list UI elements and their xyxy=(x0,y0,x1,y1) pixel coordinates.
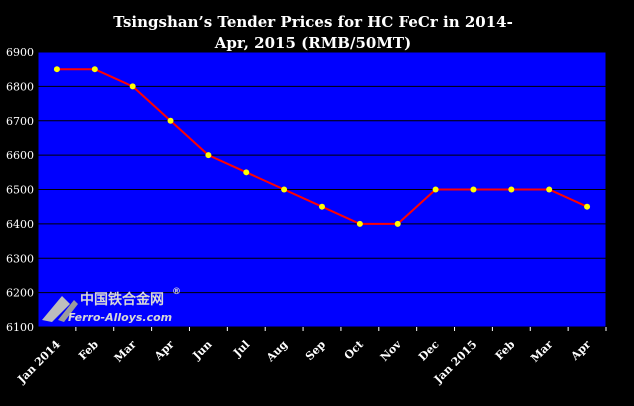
x-tick-label: Mar xyxy=(112,338,139,365)
data-point xyxy=(205,152,212,159)
x-tick-label: Feb xyxy=(493,338,518,363)
chart-title-line-2: Apr, 2015 (RMB/50MT) xyxy=(214,34,411,52)
x-axis: Jan 2014 Feb Mar Apr Jun Jul Aug Sep Oct Nov DecJa… xyxy=(14,327,607,387)
watermark-logo-icon xyxy=(42,296,70,322)
x-tick-label: Aug xyxy=(263,338,290,365)
y-tick-label: 6200 xyxy=(6,287,34,300)
y-tick-label: 6700 xyxy=(6,115,34,128)
data-point xyxy=(546,186,553,193)
data-point xyxy=(394,220,401,227)
x-tick-label: Jun xyxy=(190,338,215,363)
data-point xyxy=(243,169,250,176)
data-point xyxy=(432,186,439,193)
x-tick-label: Dec xyxy=(416,338,442,364)
data-point xyxy=(319,203,325,210)
chart-title-line-1: Tsingshan’s Tender Prices for HC FeCr in… xyxy=(113,13,513,31)
watermark-logo-stripe xyxy=(58,300,78,322)
data-point xyxy=(53,66,60,73)
data-point xyxy=(470,186,477,193)
gridlines xyxy=(38,85,606,294)
data-point xyxy=(167,117,174,124)
y-axis: 6100 6200 6300 6400 6500 6600 6700 6800 6900 xyxy=(6,46,34,334)
x-tick-label: Sep xyxy=(303,338,328,363)
y-tick-label: 6100 xyxy=(6,321,34,334)
x-tick-label: Oct xyxy=(342,337,367,362)
data-point xyxy=(91,66,98,73)
y-tick-label: 6600 xyxy=(6,149,34,162)
data-point xyxy=(129,83,136,90)
watermark-english-text: Ferro-Alloys.com xyxy=(68,311,172,324)
data-point xyxy=(508,186,515,193)
x-tick-label: Jul xyxy=(230,338,252,360)
y-tick-label: 6300 xyxy=(6,252,34,265)
y-tick-label: 6500 xyxy=(6,184,34,197)
data-point xyxy=(281,186,288,193)
y-tick-label: 6900 xyxy=(6,46,34,59)
y-tick-label: 6400 xyxy=(6,218,34,231)
x-tick-label: Jan 2014 xyxy=(14,338,63,387)
data-point xyxy=(584,203,591,210)
x-tick-label: Mar xyxy=(528,338,555,365)
x-tick-label: Apr xyxy=(568,338,594,364)
x-tick-label: Nov xyxy=(378,338,404,364)
ferro-alloys-watermark: 中国铁合金网 ® Ferro-Alloys.com xyxy=(42,287,181,324)
watermark-registered-mark: ® xyxy=(172,287,181,297)
data-point xyxy=(356,220,363,227)
data-points xyxy=(53,66,591,227)
y-tick-label: 6800 xyxy=(6,80,34,93)
watermark-chinese-text: 中国铁合金网 xyxy=(80,291,164,308)
x-tick-label: Apr xyxy=(151,338,177,364)
x-tick-label: Feb xyxy=(76,338,101,363)
